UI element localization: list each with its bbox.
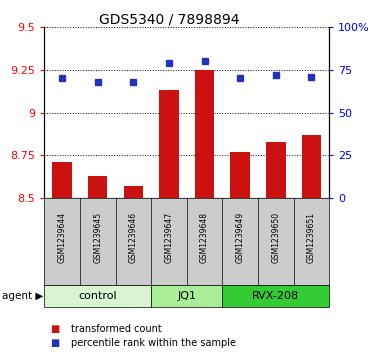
Bar (195, 70, 214, 198)
Text: agent ▶: agent ▶ (2, 291, 43, 301)
Bar (230, 152, 250, 198)
Text: ■: ■ (50, 323, 59, 334)
Bar (124, 186, 143, 198)
Text: GSM1239645: GSM1239645 (93, 212, 102, 262)
Bar (223, 285, 329, 307)
Text: GSM1239644: GSM1239644 (58, 212, 67, 262)
Text: GSM1239650: GSM1239650 (271, 212, 280, 262)
Text: GDS5340 / 7898894: GDS5340 / 7898894 (99, 13, 239, 27)
Bar (88, 176, 107, 198)
Text: GSM1239649: GSM1239649 (236, 212, 244, 262)
Text: control: control (79, 291, 117, 301)
Text: GSM1239647: GSM1239647 (164, 212, 173, 262)
Text: GSM1239651: GSM1239651 (307, 212, 316, 262)
Bar (301, 135, 321, 198)
Text: RVX-208: RVX-208 (252, 291, 299, 301)
Text: JQ1: JQ1 (177, 291, 196, 301)
Text: GSM1239648: GSM1239648 (200, 212, 209, 262)
Text: transformed count: transformed count (71, 323, 162, 334)
Bar (52, 162, 72, 198)
Bar (151, 285, 223, 307)
Text: GSM1239646: GSM1239646 (129, 212, 138, 262)
Text: ■: ■ (50, 338, 59, 348)
Bar (266, 142, 286, 198)
Text: percentile rank within the sample: percentile rank within the sample (71, 338, 236, 348)
Bar (159, 90, 179, 198)
Bar (44, 285, 151, 307)
